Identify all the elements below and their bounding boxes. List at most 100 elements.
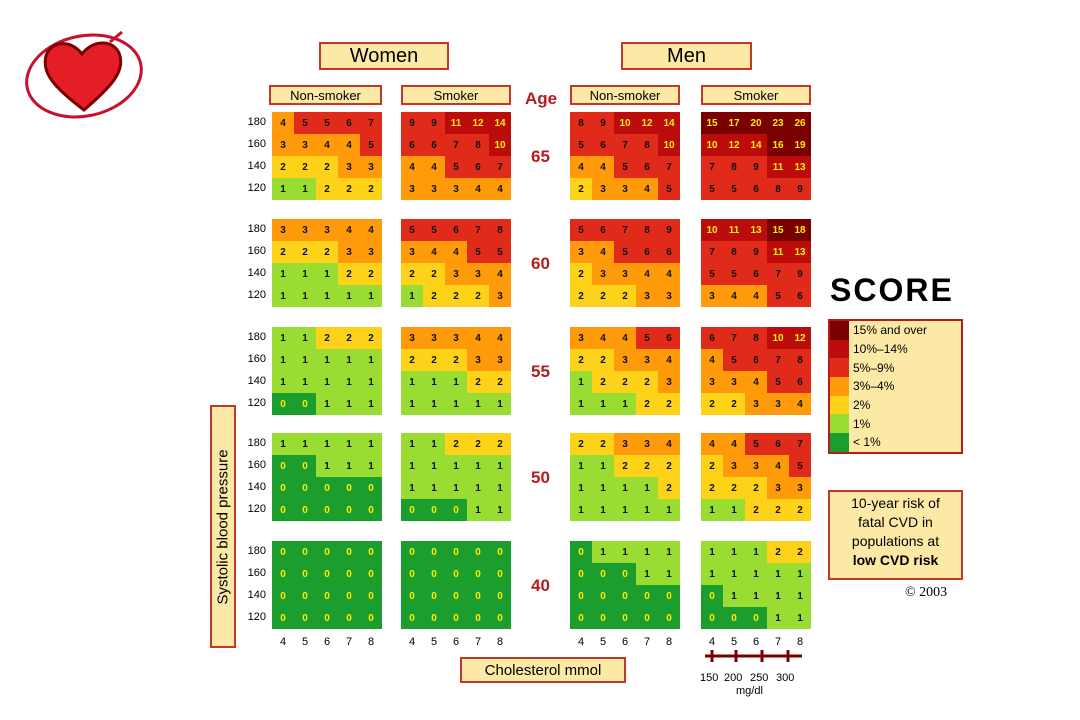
risk-cell: 4: [767, 455, 789, 477]
risk-cell: 9: [789, 263, 811, 285]
risk-cell: 5: [423, 219, 445, 241]
risk-cell: 0: [445, 607, 467, 629]
risk-cell: 1: [316, 433, 338, 455]
risk-cell: 6: [338, 112, 360, 134]
risk-cell: 2: [360, 327, 382, 349]
risk-cell: 2: [423, 285, 445, 307]
risk-cell: 0: [570, 541, 592, 563]
age-label: 65: [531, 147, 550, 166]
risk-cell: 11: [767, 241, 789, 263]
risk-cell: 2: [614, 285, 636, 307]
risk-cell: 3: [570, 327, 592, 349]
risk-cell: 1: [636, 499, 658, 521]
risk-cell: 2: [592, 371, 614, 393]
risk-cell: 1: [423, 433, 445, 455]
risk-cell: 2: [614, 455, 636, 477]
risk-cell: 2: [272, 241, 294, 263]
risk-cell: 10: [701, 134, 723, 156]
risk-cell: 2: [467, 371, 489, 393]
risk-cell: 6: [789, 371, 811, 393]
risk-cell: 0: [360, 477, 382, 499]
risk-cell: 1: [745, 585, 767, 607]
risk-cell: 6: [423, 134, 445, 156]
risk-cell: 3: [467, 349, 489, 371]
risk-cell: 2: [467, 433, 489, 455]
risk-cell: 3: [614, 433, 636, 455]
risk-cell: 0: [423, 563, 445, 585]
legend-label: 5%–9%: [853, 360, 895, 375]
y-axis-label: Systolic blood pressure: [210, 405, 236, 648]
risk-cell: 4: [272, 112, 294, 134]
risk-cell: 2: [360, 178, 382, 200]
risk-cell: 1: [316, 455, 338, 477]
risk-cell: 0: [423, 607, 445, 629]
risk-cell: 0: [423, 541, 445, 563]
risk-cell: 1: [316, 349, 338, 371]
risk-cell: 2: [570, 349, 592, 371]
risk-cell: 0: [401, 541, 423, 563]
note-line: 10-year risk of: [851, 495, 940, 511]
risk-cell: 1: [401, 371, 423, 393]
bp-tick-label: 160: [247, 567, 266, 579]
risk-cell: 2: [701, 393, 723, 415]
risk-cell: 0: [445, 563, 467, 585]
risk-cell: 1: [338, 371, 360, 393]
risk-cell: 14: [658, 112, 680, 134]
risk-cell: 1: [789, 585, 811, 607]
risk-cell: 2: [592, 433, 614, 455]
risk-cell: 6: [401, 134, 423, 156]
risk-cell: 2: [701, 455, 723, 477]
risk-cell: 3: [592, 178, 614, 200]
cholesterol-tick-label: 4: [577, 636, 585, 648]
risk-cell: 1: [360, 349, 382, 371]
risk-cell: 7: [467, 219, 489, 241]
risk-cell: 0: [489, 541, 511, 563]
risk-cell: 0: [316, 477, 338, 499]
risk-cell: 0: [360, 499, 382, 521]
risk-cell: 2: [570, 433, 592, 455]
risk-cell: 3: [636, 349, 658, 371]
risk-cell: 3: [701, 371, 723, 393]
risk-cell: 1: [401, 433, 423, 455]
risk-cell: 12: [467, 112, 489, 134]
risk-cell: 10: [767, 327, 789, 349]
risk-cell: 0: [401, 563, 423, 585]
risk-cell: 8: [467, 134, 489, 156]
risk-cell: 2: [767, 541, 789, 563]
legend-swatch: [830, 433, 849, 452]
risk-cell: 4: [467, 327, 489, 349]
legend-label: 2%: [853, 398, 871, 413]
legend-item: 5%–9%: [830, 358, 961, 378]
risk-cell: 1: [701, 563, 723, 585]
risk-cell: 1: [570, 477, 592, 499]
legend-label: < 1%: [853, 435, 881, 450]
risk-cell: 1: [592, 499, 614, 521]
score-logo: SCORE: [830, 272, 954, 309]
bp-tick-label: 180: [247, 331, 266, 343]
risk-cell: 1: [467, 393, 489, 415]
risk-cell: 1: [658, 499, 680, 521]
risk-cell: 0: [294, 455, 316, 477]
risk-cell: 0: [636, 585, 658, 607]
risk-cell: 0: [272, 499, 294, 521]
risk-cell: 1: [570, 371, 592, 393]
risk-cell: 1: [592, 393, 614, 415]
risk-cell: 1: [723, 499, 745, 521]
note-line: fatal CVD in: [858, 514, 933, 530]
risk-cell: 3: [294, 134, 316, 156]
women-header: Women: [319, 42, 449, 70]
bp-tick-label: 140: [247, 267, 266, 279]
risk-cell: 7: [614, 219, 636, 241]
risk-cell: 17: [723, 112, 745, 134]
risk-cell: 4: [723, 433, 745, 455]
risk-cell: 0: [338, 563, 360, 585]
risk-cell: 0: [467, 585, 489, 607]
risk-cell: 2: [401, 349, 423, 371]
risk-cell: 0: [316, 541, 338, 563]
bp-tick-label: 180: [247, 116, 266, 128]
risk-cell: 6: [745, 349, 767, 371]
copyright: © 2003: [905, 585, 948, 600]
